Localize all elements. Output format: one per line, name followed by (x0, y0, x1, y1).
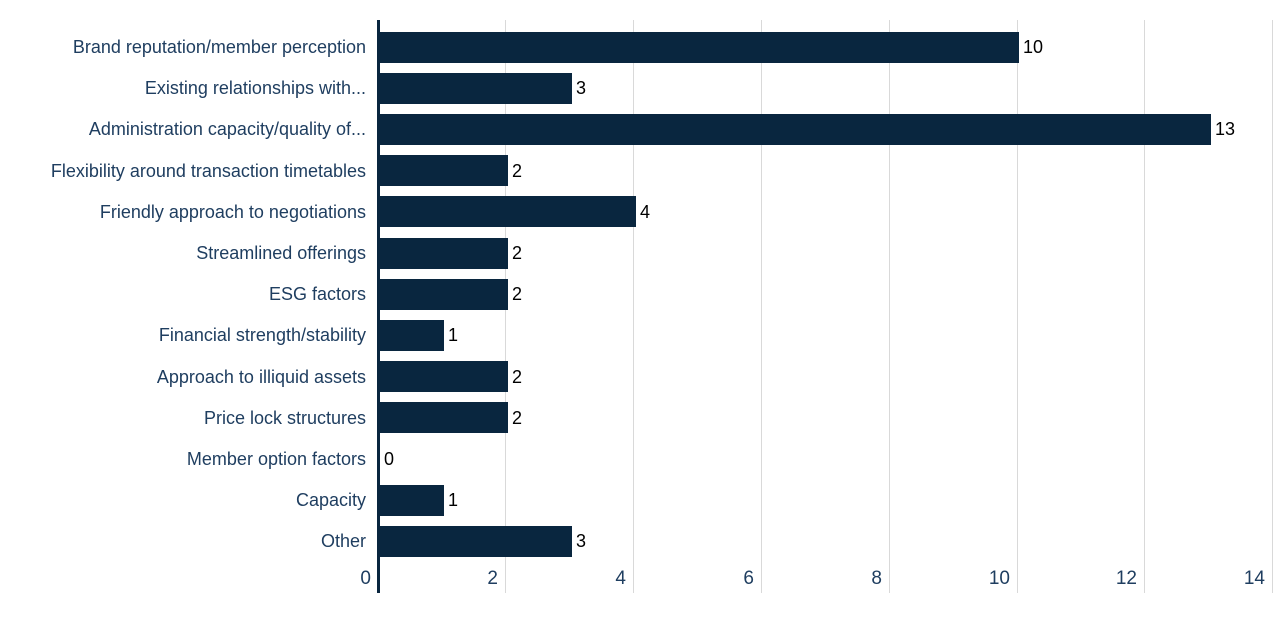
category-label: Administration capacity/quality of... (88, 119, 366, 139)
value-label: 3 (576, 531, 587, 551)
value-label: 3 (576, 78, 587, 98)
value-label: 2 (512, 367, 523, 387)
value-label: 2 (512, 408, 523, 428)
category-label: Capacity (295, 490, 366, 510)
category-label: Streamlined offerings (196, 243, 366, 263)
category-label: Member option factors (186, 449, 366, 469)
category-label: Flexibility around transaction timetable… (50, 161, 366, 181)
gridline-x-10 (1017, 20, 1018, 593)
x-tick-label: 14 (1243, 568, 1265, 589)
bar (380, 196, 636, 227)
category-label: Other (320, 531, 366, 551)
category-label: Friendly approach to negotiations (99, 202, 366, 222)
gridline-x-14 (1272, 20, 1273, 593)
bar (380, 361, 508, 392)
x-tick-label: 10 (988, 568, 1010, 589)
bar (380, 402, 508, 433)
x-tick-label: 4 (615, 568, 626, 589)
value-label: 1 (448, 490, 459, 510)
x-tick-label: 0 (360, 568, 371, 589)
category-label: Approach to illiquid assets (156, 367, 366, 387)
category-label: Price lock structures (203, 408, 366, 428)
value-label: 1 (448, 325, 459, 345)
category-label: ESG factors (268, 284, 366, 304)
bar (380, 73, 572, 104)
gridline-x-12 (1144, 20, 1145, 593)
bar (380, 238, 508, 269)
bar (380, 32, 1019, 63)
value-label: 2 (512, 161, 523, 181)
category-label: Existing relationships with... (144, 78, 366, 98)
bar (380, 114, 1211, 145)
value-label: 4 (640, 202, 651, 222)
value-label: 2 (512, 284, 523, 304)
x-tick-label: 12 (1115, 568, 1137, 589)
gridline-x-8 (889, 20, 890, 593)
category-label: Financial strength/stability (158, 325, 366, 345)
bar (380, 155, 508, 186)
bar (380, 526, 572, 557)
value-label: 13 (1215, 119, 1236, 139)
value-label: 0 (384, 449, 395, 469)
gridline-x-4 (633, 20, 634, 593)
gridline-x-6 (761, 20, 762, 593)
x-tick-label: 6 (743, 568, 754, 589)
x-tick-label: 2 (487, 568, 498, 589)
bar (380, 485, 444, 516)
y-axis-line (377, 20, 380, 593)
category-label: Brand reputation/member perception (72, 37, 366, 57)
x-tick-label: 8 (871, 568, 882, 589)
bar (380, 320, 444, 351)
value-label: 2 (512, 243, 523, 263)
value-label: 10 (1023, 37, 1044, 57)
bar (380, 279, 508, 310)
